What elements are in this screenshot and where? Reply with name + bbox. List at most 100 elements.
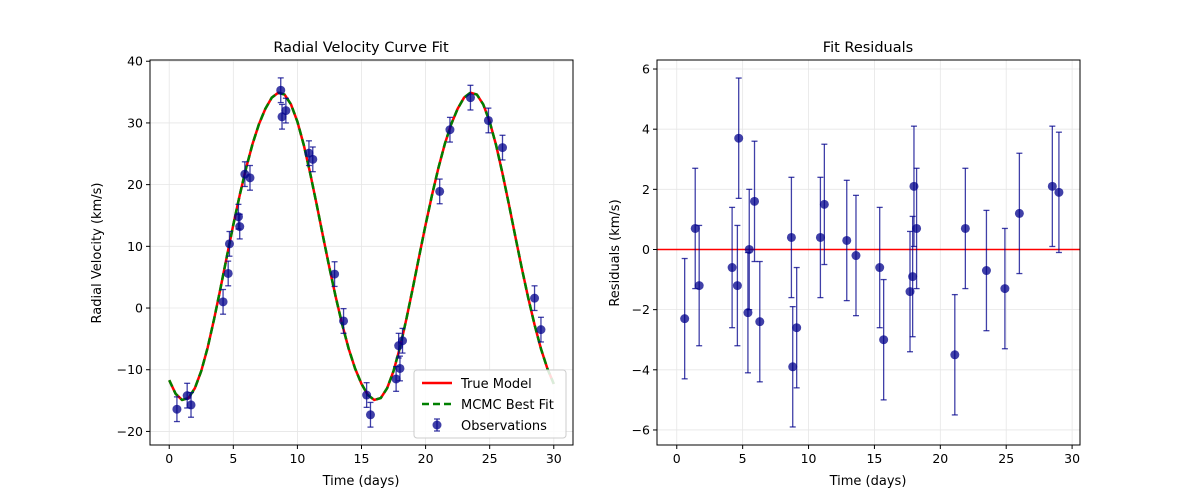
rv-marker bbox=[281, 106, 291, 116]
rv-x-tick-label: 30 bbox=[546, 451, 562, 466]
residuals-data-point bbox=[750, 140, 760, 263]
residuals-data-point bbox=[1047, 125, 1057, 248]
rv-marker bbox=[233, 212, 243, 222]
residuals-marker bbox=[842, 235, 852, 245]
residual-points bbox=[680, 77, 1064, 428]
mcmc-best-fit-line bbox=[168, 91, 555, 402]
residuals-data-point bbox=[755, 260, 765, 383]
residuals-x-axis-label: Time (days) bbox=[829, 474, 907, 489]
rv-x-tick-label: 20 bbox=[418, 451, 434, 466]
rv-observations bbox=[172, 77, 546, 428]
residuals-marker bbox=[908, 272, 918, 282]
residuals-y-tick-label: 4 bbox=[642, 122, 650, 137]
rv-x-tick-label: 5 bbox=[229, 451, 237, 466]
rv-data-point bbox=[245, 164, 255, 191]
rv-marker bbox=[536, 325, 546, 335]
residuals-data-point bbox=[819, 143, 829, 266]
rv-data-point bbox=[498, 134, 507, 161]
residuals-data-point bbox=[680, 257, 690, 380]
rv-data-point bbox=[172, 396, 182, 423]
rv-marker bbox=[245, 173, 255, 183]
rv-y-tick-label: 40 bbox=[127, 54, 143, 69]
residuals-marker bbox=[851, 251, 861, 261]
residuals-data-point bbox=[851, 194, 861, 317]
residuals-marker bbox=[981, 266, 991, 276]
residuals-y-axis-label: Residuals (km/s) bbox=[608, 199, 623, 306]
residuals-marker bbox=[750, 196, 760, 206]
residuals-data-point bbox=[1014, 152, 1024, 275]
rv-y-tick-label: 0 bbox=[135, 301, 143, 316]
legend: True Model MCMC Best Fit Observations bbox=[413, 369, 567, 439]
residuals-data-point bbox=[842, 179, 852, 302]
rv-curve-panel: Radial Velocity Curve Fit 0 5 10 15 20 25 30 −2… bbox=[90, 40, 574, 489]
rv-chart-title: Radial Velocity Curve Fit bbox=[273, 40, 449, 56]
residuals-data-point bbox=[744, 188, 754, 311]
rv-y-axis-label: Radial Velocity (km/s) bbox=[90, 183, 105, 324]
rv-marker bbox=[435, 186, 445, 196]
rv-marker bbox=[365, 410, 375, 420]
residuals-marker bbox=[819, 199, 829, 209]
rv-marker bbox=[483, 115, 493, 125]
rv-data-point bbox=[445, 116, 455, 143]
rv-y-tick-label: −10 bbox=[117, 362, 143, 377]
residuals-chart-title: Fit Residuals bbox=[823, 40, 913, 56]
rv-data-point bbox=[276, 77, 286, 104]
residuals-x-tick-label: 10 bbox=[801, 451, 817, 466]
residuals-data-point bbox=[960, 167, 970, 290]
rv-x-tick-label: 10 bbox=[289, 451, 305, 466]
residuals-data-point bbox=[815, 176, 825, 299]
residuals-marker bbox=[744, 244, 754, 254]
rv-data-point bbox=[395, 355, 405, 382]
rv-data-point bbox=[235, 213, 245, 240]
rv-marker bbox=[186, 400, 196, 410]
rv-marker bbox=[218, 297, 228, 307]
residuals-x-tick-label: 25 bbox=[998, 451, 1014, 466]
rv-y-tick-label: 10 bbox=[127, 239, 143, 254]
rv-data-point bbox=[465, 84, 475, 111]
rv-ticks: 0 5 10 15 20 25 30 −20 −10 0 10 20 30 40 bbox=[117, 54, 562, 466]
residuals-data-point bbox=[734, 77, 744, 200]
residuals-marker bbox=[792, 323, 802, 333]
rv-marker bbox=[182, 391, 192, 401]
residuals-data-point bbox=[732, 224, 742, 347]
residuals-marker bbox=[690, 223, 700, 233]
residuals-x-tick-label: 0 bbox=[673, 451, 681, 466]
rv-data-point bbox=[186, 391, 196, 418]
residuals-x-tick-label: 15 bbox=[866, 451, 882, 466]
residuals-marker bbox=[727, 263, 737, 273]
residuals-x-tick-label: 5 bbox=[739, 451, 747, 466]
residuals-panel: Fit Residuals 0 5 10 15 20 25 30 −6 −4 −2 0 2 4 6 Tim… bbox=[608, 40, 1081, 489]
rv-y-tick-label: −20 bbox=[117, 424, 143, 439]
residuals-marker bbox=[732, 281, 742, 291]
residuals-marker bbox=[879, 335, 889, 345]
rv-data-point bbox=[224, 230, 234, 257]
rv-marker bbox=[398, 336, 408, 346]
residuals-marker bbox=[960, 223, 970, 233]
residuals-marker bbox=[912, 223, 922, 233]
residuals-marker bbox=[1000, 284, 1010, 294]
rv-data-point bbox=[330, 261, 340, 288]
residuals-data-point bbox=[912, 167, 922, 290]
residuals-data-point bbox=[792, 266, 802, 389]
residuals-axes-frame bbox=[656, 59, 1081, 446]
rv-marker bbox=[308, 154, 318, 164]
rv-x-tick-label: 0 bbox=[165, 451, 173, 466]
residuals-y-tick-label: −4 bbox=[632, 362, 650, 377]
legend-observations-swatch bbox=[432, 418, 442, 432]
rv-marker bbox=[330, 269, 340, 279]
residuals-marker bbox=[680, 314, 690, 324]
residuals-data-point bbox=[879, 278, 889, 401]
residuals-marker bbox=[755, 317, 765, 327]
residuals-data-point bbox=[1000, 227, 1010, 350]
residuals-marker bbox=[788, 362, 798, 372]
residuals-marker bbox=[694, 281, 704, 291]
rv-data-point bbox=[530, 285, 540, 312]
rv-marker bbox=[235, 222, 245, 232]
rv-marker bbox=[395, 363, 405, 373]
rv-marker bbox=[339, 316, 349, 326]
residuals-marker bbox=[815, 232, 825, 242]
rv-marker bbox=[223, 268, 233, 278]
residuals-data-point bbox=[950, 293, 960, 416]
rv-x-tick-label: 15 bbox=[354, 451, 370, 466]
